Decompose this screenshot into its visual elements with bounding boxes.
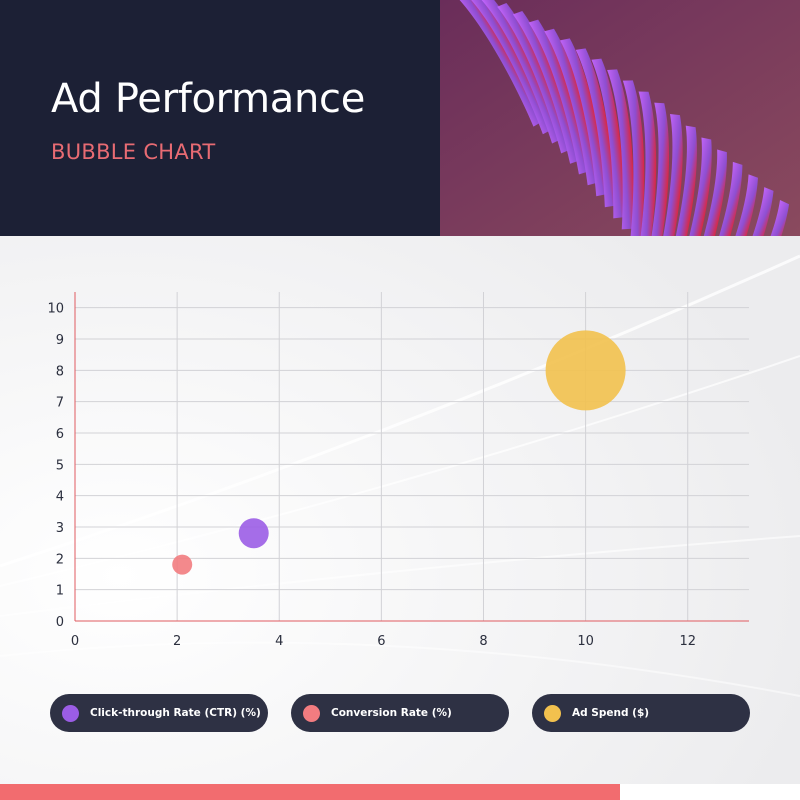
ribbon-fin-shape [481, 0, 562, 144]
y-tick-label: 7 [56, 396, 64, 411]
ribbon-fin-shape [528, 19, 589, 175]
ribbon-fin [638, 91, 657, 236]
ribbon-fin-shape [680, 149, 727, 236]
ribbon-fin [672, 137, 712, 236]
x-tick-label: 10 [577, 634, 594, 649]
bubble-1 [172, 554, 193, 575]
y-tick-label: 0 [56, 615, 64, 630]
ribbon-fin [512, 10, 580, 164]
ribbon-fin-shape [591, 58, 624, 219]
ribbon-fin [663, 125, 697, 236]
ribbon-fin [465, 0, 552, 135]
legend-item-conversion: Conversion Rate (%) [291, 694, 509, 732]
ribbon-fin-shape [497, 2, 571, 154]
ribbon-fin [680, 149, 727, 236]
x-tick-label: 2 [173, 634, 181, 649]
x-axis-ticks: 0 2 4 6 8 10 12 [71, 634, 696, 649]
y-tick-label: 9 [56, 333, 64, 348]
ribbon-fin-shape [575, 48, 615, 208]
header-panel: Ad Performance BUBBLE CHART [0, 0, 440, 236]
hero-image [440, 0, 800, 236]
ribbon-fin-shape [622, 80, 645, 236]
legend-item-ad-spend: Ad Spend ($) [532, 694, 750, 732]
ribbon-fin [698, 174, 758, 236]
ribbon-fin [481, 0, 562, 144]
ribbon-fin-shape [560, 38, 607, 197]
footer-spacer [620, 784, 800, 800]
ribbon-fin-shape [638, 91, 657, 236]
page-title: Ad Performance [51, 76, 366, 122]
ribbon-fin [450, 0, 543, 127]
y-tick-label: 4 [56, 490, 64, 505]
ribbon-fin-shape [450, 0, 543, 127]
ribbon-fin [607, 69, 634, 230]
ribbon-fin-shape [465, 0, 552, 135]
ribbon-fin-shape [544, 28, 598, 186]
y-tick-label: 5 [56, 458, 64, 473]
legend-swatch-conversion [303, 704, 320, 722]
ribbon-fin-shape [663, 125, 697, 236]
ribbon-fin [528, 19, 589, 175]
legend-swatch-ctr [62, 704, 79, 722]
ribbon-fin [646, 102, 669, 236]
page-subtitle: BUBBLE CHART [51, 140, 216, 164]
y-tick-label: 2 [56, 552, 64, 567]
ribbon-fin [622, 80, 645, 236]
bubble-2 [545, 330, 626, 411]
x-tick-label: 0 [71, 634, 79, 649]
abstract-ribbon-graphic [440, 0, 800, 236]
ribbon-fin-shape [607, 69, 634, 230]
legend-label-ad-spend: Ad Spend ($) [572, 707, 650, 719]
ribbon-fin-shape [698, 174, 758, 236]
x-tick-label: 8 [479, 634, 487, 649]
y-tick-label: 1 [56, 584, 64, 599]
x-tick-label: 6 [377, 634, 385, 649]
legend-label-conversion: Conversion Rate (%) [331, 707, 452, 719]
legend-item-ctr: Click-through Rate (CTR) (%) [50, 694, 268, 732]
legend-swatch-ad-spend [544, 704, 561, 722]
ribbon-fin [544, 28, 598, 186]
y-axis-ticks: 0 1 2 3 4 5 6 7 8 9 10 [47, 302, 64, 630]
footer-accent-bar [0, 784, 620, 800]
ribbon-fin [497, 2, 571, 154]
y-tick-label: 6 [56, 427, 64, 442]
chart-axes [74, 292, 749, 622]
ribbon-fin [591, 58, 624, 219]
ribbon-fin [575, 48, 615, 208]
ribbon-fin-shape [672, 137, 712, 236]
ribbon-fin-shape [655, 113, 683, 236]
bubble-0 [238, 518, 269, 549]
y-tick-label: 3 [56, 521, 64, 536]
x-tick-label: 12 [679, 634, 696, 649]
ribbon-fin [560, 38, 607, 197]
chart-bubbles [172, 330, 626, 575]
y-tick-label: 10 [47, 302, 64, 317]
ribbon-fin [707, 187, 774, 236]
x-tick-label: 4 [275, 634, 283, 649]
ribbon-fin-shape [689, 161, 743, 236]
y-tick-label: 8 [56, 364, 64, 379]
ribbon-fin [689, 161, 743, 236]
ribbon-fin [655, 113, 683, 236]
ribbon-fin-shape [707, 187, 774, 236]
ribbon-fin-shape [512, 10, 580, 164]
ribbon-fin-shape [646, 102, 669, 236]
legend-label-ctr: Click-through Rate (CTR) (%) [90, 707, 261, 719]
